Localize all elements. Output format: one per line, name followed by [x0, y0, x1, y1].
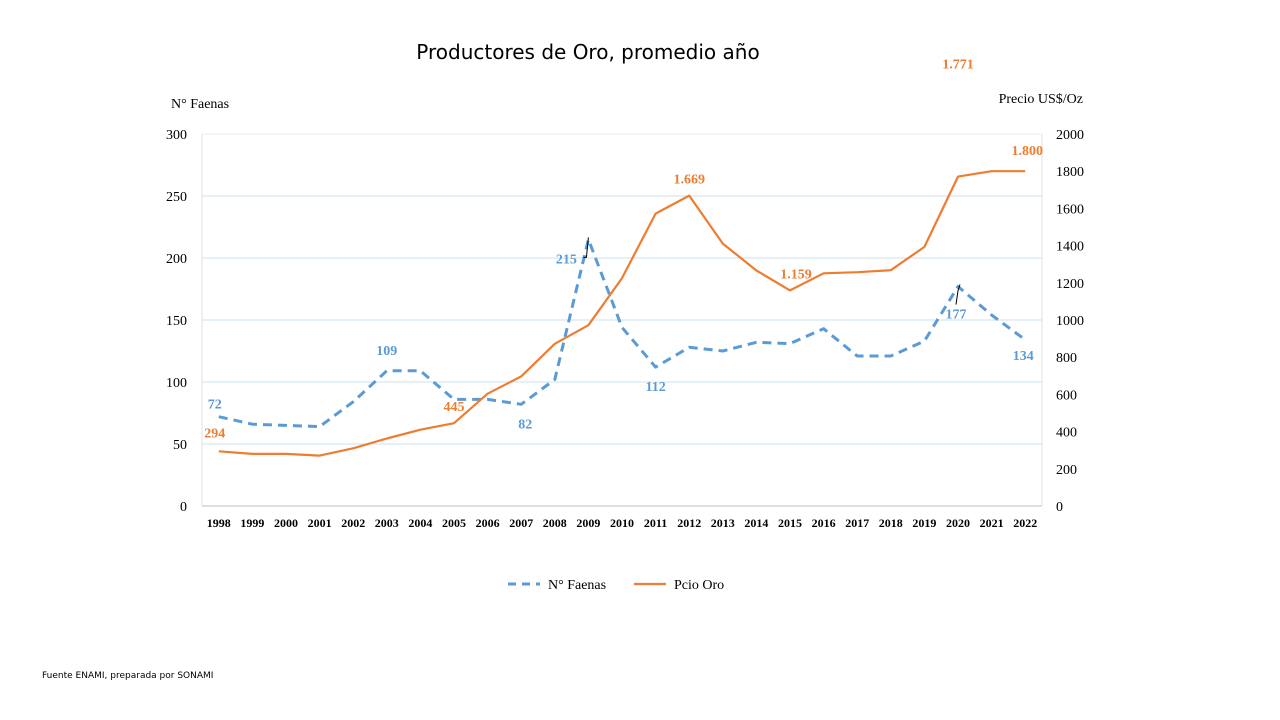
left-tick-label: 150 — [166, 314, 187, 329]
right-tick-label: 1000 — [1056, 314, 1084, 329]
series-line-pcio-oro — [218, 170, 1026, 457]
x-tick-label: 2011 — [644, 516, 667, 530]
left-tick-label: 0 — [180, 500, 187, 515]
x-tick-label: 2009 — [576, 516, 600, 530]
leader-line — [583, 237, 589, 258]
data-label: 82 — [518, 417, 532, 432]
x-tick-label: 2017 — [845, 516, 869, 530]
data-label: 112 — [645, 380, 665, 395]
left-axis-ticks: 0 50 100 150 200 250 300 — [166, 128, 187, 515]
x-tick-label: 1999 — [240, 516, 264, 530]
left-tick-label: 50 — [173, 438, 187, 453]
x-tick-label: 2007 — [509, 516, 533, 530]
x-tick-label: 2012 — [677, 516, 701, 530]
x-tick-label: 2018 — [879, 516, 903, 530]
data-label: 177 — [946, 308, 967, 323]
data-label: 1.771 — [942, 58, 974, 73]
x-tick-label: 2022 — [1013, 516, 1037, 530]
right-tick-label: 1600 — [1056, 202, 1084, 217]
data-label: 215 — [556, 252, 577, 267]
left-tick-label: 250 — [166, 190, 187, 205]
right-tick-label: 1400 — [1056, 240, 1084, 255]
x-tick-label: 2019 — [912, 516, 936, 530]
x-tick-label: 2006 — [476, 516, 500, 530]
data-label: 294 — [204, 426, 225, 441]
leader-lines — [583, 237, 961, 305]
data-label: 445 — [444, 400, 465, 415]
x-tick-label: 2014 — [744, 516, 768, 530]
x-tick-label: 2013 — [711, 516, 735, 530]
x-tick-label: 2021 — [980, 516, 1004, 530]
left-tick-label: 200 — [166, 252, 187, 267]
series-line-faenas — [218, 237, 1027, 429]
left-tick-label: 100 — [166, 376, 187, 391]
x-axis-ticks: 1998 1999 2000 2001 2002 2003 2004 2005 2006 2007… — [207, 516, 1037, 530]
x-tick-label: 1998 — [207, 516, 231, 530]
right-axis-ticks: 0 200 400 600 800 1000 1200 1400 1600 1800 2000 — [1056, 128, 1084, 515]
data-labels: 72 109 82 215 112 177 134 294 445 1.669 1.159 1.771… — [204, 58, 1043, 442]
data-label: 1.800 — [1011, 144, 1043, 159]
right-tick-label: 800 — [1056, 351, 1077, 366]
x-tick-label: 2016 — [812, 516, 836, 530]
x-tick-label: 2002 — [341, 516, 365, 530]
legend: N° Faenas Pcio Oro — [508, 578, 724, 593]
source-note: Fuente ENAMI, preparada por SONAMI — [42, 671, 214, 681]
legend-label-pcio-oro: Pcio Oro — [674, 578, 724, 593]
x-tick-label: 2010 — [610, 516, 634, 530]
data-label: 109 — [376, 344, 397, 359]
legend-label-faenas: N° Faenas — [548, 578, 606, 593]
left-tick-label: 300 — [166, 128, 187, 143]
x-tick-label: 2020 — [946, 516, 970, 530]
right-tick-label: 600 — [1056, 388, 1077, 403]
x-tick-label: 2005 — [442, 516, 466, 530]
data-label: 134 — [1013, 349, 1034, 364]
plot-area — [201, 133, 1043, 507]
series-lines — [218, 170, 1027, 457]
right-tick-label: 0 — [1056, 500, 1063, 515]
data-label: 1.669 — [673, 173, 705, 188]
x-tick-label: 2003 — [375, 516, 399, 530]
x-tick-label: 2004 — [408, 516, 432, 530]
x-tick-label: 2000 — [274, 516, 298, 530]
right-axis-label: Precio US$/Oz — [999, 92, 1083, 107]
right-tick-label: 1800 — [1056, 165, 1084, 180]
left-axis-label: N° Faenas — [171, 97, 229, 112]
x-tick-label: 2015 — [778, 516, 802, 530]
leader-line — [955, 284, 961, 305]
data-label: 72 — [208, 398, 222, 413]
data-label: 1.159 — [780, 267, 812, 282]
x-tick-label: 2008 — [543, 516, 567, 530]
x-tick-label: 2001 — [308, 516, 332, 530]
right-tick-label: 200 — [1056, 463, 1077, 478]
right-tick-label: 2000 — [1056, 128, 1084, 143]
right-tick-label: 400 — [1056, 426, 1077, 441]
gridlines — [202, 195, 1042, 445]
chart-title: Productores de Oro, promedio año — [416, 40, 760, 64]
right-tick-label: 1200 — [1056, 277, 1084, 292]
